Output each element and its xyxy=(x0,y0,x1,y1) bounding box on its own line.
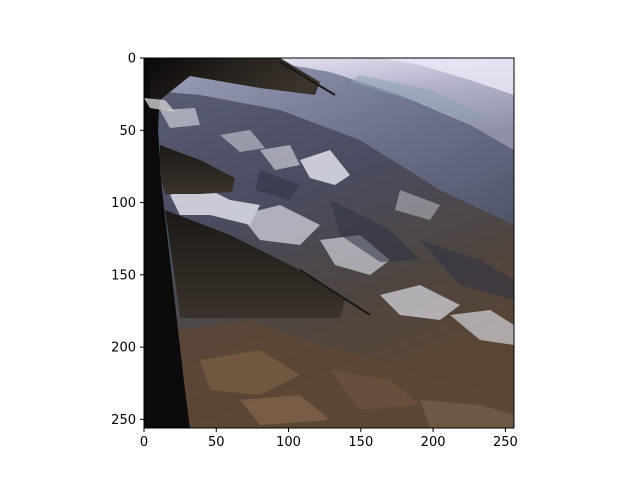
x-tick-label: 50 xyxy=(208,435,225,450)
x-tick-label: 250 xyxy=(493,435,518,450)
y-tick-label: 100 xyxy=(111,196,136,211)
sky-bright xyxy=(380,58,514,95)
x-tick-label: 0 xyxy=(140,435,148,450)
airplane-wing xyxy=(144,58,371,428)
x-tick-label: 100 xyxy=(276,435,301,450)
upper-flap-edge xyxy=(279,61,336,96)
x-axis: 0 50 100 150 200 250 xyxy=(140,428,518,450)
upper-flap xyxy=(150,58,320,100)
aerial-photo xyxy=(144,58,514,428)
y-tick-label: 150 xyxy=(111,268,136,283)
x-tick-label: 200 xyxy=(421,435,446,450)
middle-flap xyxy=(160,145,235,194)
y-tick-label: 200 xyxy=(111,341,136,356)
y-tick-label: 50 xyxy=(119,124,136,139)
sky xyxy=(250,58,514,150)
distant-lake xyxy=(350,75,490,122)
wingtip-light xyxy=(144,98,175,112)
axes-frame xyxy=(143,57,515,429)
y-axis: 0 50 100 150 200 250 xyxy=(111,52,144,428)
foothills xyxy=(144,320,514,428)
lower-flap xyxy=(165,210,345,318)
lower-flap-edge xyxy=(299,269,371,316)
snowy-ridges xyxy=(160,108,514,345)
window-frame xyxy=(144,58,190,428)
y-tick-label: 250 xyxy=(111,413,136,428)
x-tick-label: 150 xyxy=(348,435,373,450)
y-tick-label: 0 xyxy=(128,52,136,67)
